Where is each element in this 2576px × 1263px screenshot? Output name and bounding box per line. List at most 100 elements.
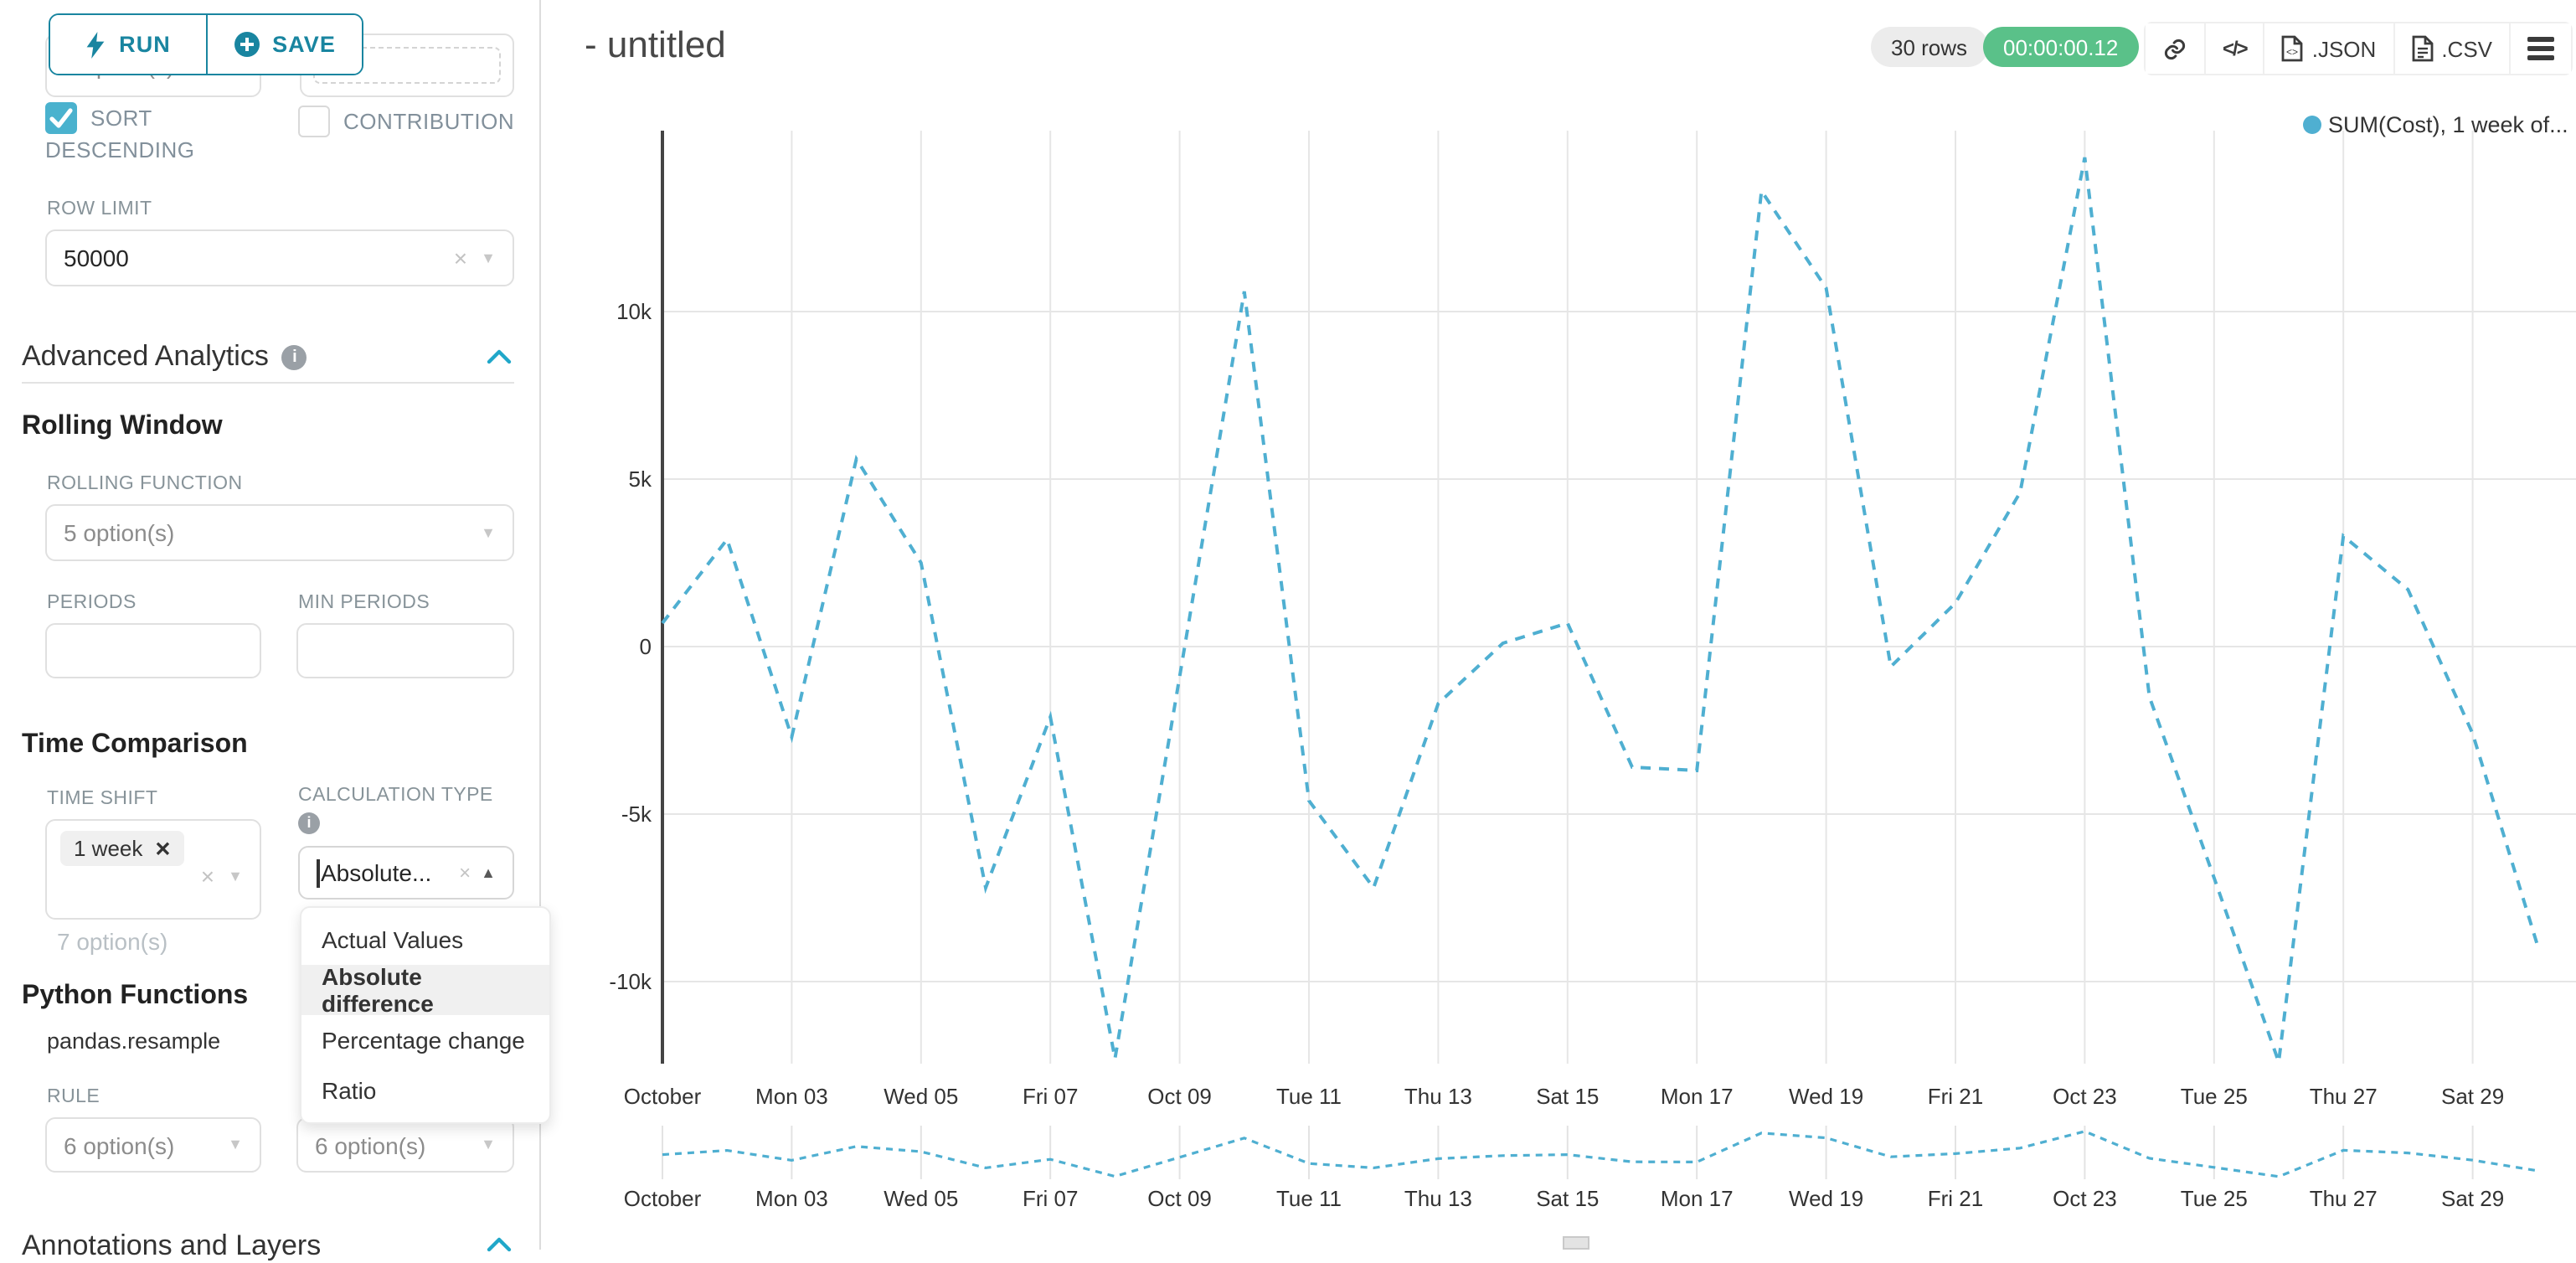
advanced-analytics-header[interactable]: Advanced Analytics i [22, 340, 307, 374]
hamburger-menu-icon [2527, 37, 2554, 60]
csv-label: .CSV [2441, 36, 2492, 61]
export-json-button[interactable]: <> .JSON [2264, 23, 2395, 74]
mini-x-axis-label: Fri 21 [1928, 1186, 1983, 1211]
rolling-window-title: Rolling Window [22, 412, 223, 441]
main-line-chart[interactable]: 10k 5k 0 -5k -10k October Mon 03 Wed 05 Fri 07 Oc… [603, 117, 2576, 1122]
chevron-down-icon[interactable]: ▼ [228, 867, 243, 884]
calculation-type-select[interactable]: Absolute... × ▲ [298, 846, 514, 900]
clear-icon[interactable]: × [200, 863, 215, 889]
periods-input[interactable] [45, 623, 261, 678]
code-icon: </> [2223, 37, 2249, 60]
clear-icon[interactable]: × [453, 245, 468, 271]
resample-method-select[interactable]: 6 option(s) ▼ [296, 1117, 514, 1173]
scroll-handle[interactable] [1563, 1236, 1589, 1250]
mini-x-axis-label: Fri 07 [1023, 1186, 1078, 1211]
rolling-function-value: 5 option(s) [64, 519, 175, 546]
mini-x-axis-label: Wed 19 [1789, 1186, 1863, 1211]
mini-x-axis-label: Tue 25 [2181, 1186, 2248, 1211]
dropdown-option-actual-values[interactable]: Actual Values [322, 926, 464, 953]
chevron-up-icon[interactable]: ▲ [481, 863, 496, 880]
time-shift-select[interactable]: 1 week ✕ × ▼ [45, 819, 261, 920]
mini-x-axis-label: October [624, 1186, 702, 1211]
calculation-type-label: CALCULATION TYPE [298, 786, 493, 806]
annotations-header[interactable]: Annotations and Layers [22, 1229, 321, 1263]
chevron-down-icon[interactable]: ▼ [481, 1136, 496, 1152]
time-shift-tag-label: 1 week [74, 836, 143, 861]
x-axis-label: October [624, 1084, 702, 1109]
chevron-up-icon[interactable] [486, 1236, 513, 1253]
mini-x-axis-label: Thu 27 [2310, 1186, 2378, 1211]
run-button[interactable]: RUN [50, 15, 206, 74]
time-comparison-title: Time Comparison [22, 730, 248, 759]
mini-x-axis-label: Mon 03 [755, 1186, 828, 1211]
mini-x-axis-label: Mon 17 [1661, 1186, 1734, 1211]
sort-descending-control[interactable]: SORT DESCENDING [45, 102, 280, 166]
pandas-resample-label: pandas.resample [47, 1028, 221, 1054]
chevron-down-icon[interactable]: ▼ [228, 1136, 243, 1152]
x-axis-label: Fri 21 [1928, 1084, 1983, 1109]
x-axis-label: Fri 07 [1023, 1084, 1078, 1109]
row-limit-select[interactable]: 50000 × ▼ [45, 229, 514, 286]
section-divider [22, 382, 514, 384]
y-axis-label: -10k [609, 969, 652, 994]
dropdown-option-percentage-change[interactable]: Percentage change [322, 1027, 525, 1054]
sort-descending-label: SORT DESCENDING [45, 106, 195, 162]
y-axis-label: 5k [629, 467, 652, 492]
clear-icon[interactable]: × [459, 861, 471, 884]
legend-label: SUM(Cost), 1 week of... [2328, 112, 2568, 137]
rule-select[interactable]: 6 option(s) ▼ [45, 1117, 261, 1173]
chevron-down-icon[interactable]: ▼ [481, 523, 496, 540]
range-selector-mini-chart[interactable]: October Mon 03 Wed 05 Fri 07 Oct 09 Tue 11 Thu… [603, 1112, 2576, 1229]
time-shift-options-note: 7 option(s) [57, 928, 168, 955]
sort-descending-checkbox[interactable] [45, 102, 77, 134]
x-axis-label: Wed 19 [1789, 1084, 1863, 1109]
csv-file-icon [2411, 35, 2433, 62]
mini-x-axis-label: Sat 29 [2441, 1186, 2504, 1211]
embed-code-button[interactable]: </> [2206, 23, 2265, 74]
rolling-function-select[interactable]: 5 option(s) ▼ [45, 504, 514, 561]
mini-x-axis-label: Wed 05 [884, 1186, 958, 1211]
x-axis-label: Mon 17 [1661, 1084, 1734, 1109]
chart-actions-group: </> <> .JSON .CSV [2144, 22, 2573, 75]
save-button[interactable]: SAVE [206, 15, 362, 74]
chevron-up-icon[interactable] [486, 348, 513, 365]
time-shift-tag[interactable]: 1 week ✕ [60, 831, 185, 866]
dropdown-option-absolute-difference[interactable]: Absolute difference [301, 963, 549, 1017]
contribution-control[interactable]: CONTRIBUTION [298, 106, 533, 137]
x-axis-label: Tue 11 [1276, 1084, 1342, 1109]
y-axis-label: 10k [616, 299, 652, 324]
python-functions-title: Python Functions [22, 982, 249, 1010]
calculation-type-dropdown: Actual Values Absolute difference Percen… [300, 906, 551, 1124]
export-csv-button[interactable]: .CSV [2394, 23, 2511, 74]
mini-x-axis-label: Thu 13 [1404, 1186, 1472, 1211]
x-axis-label: Oct 23 [2053, 1084, 2117, 1109]
save-button-label: SAVE [272, 32, 336, 57]
check-icon [49, 108, 73, 128]
row-limit-value: 50000 [64, 245, 129, 271]
dropdown-option-ratio[interactable]: Ratio [322, 1077, 377, 1104]
lightning-bolt-icon [86, 31, 105, 58]
run-button-label: RUN [119, 32, 171, 57]
x-axis-label: Tue 25 [2181, 1084, 2248, 1109]
contribution-checkbox[interactable] [298, 106, 330, 137]
info-icon: i [298, 812, 320, 834]
json-file-icon: <> [2282, 35, 2304, 62]
mini-x-axis-label: Oct 23 [2053, 1186, 2117, 1211]
chart-legend[interactable]: SUM(Cost), 1 week of... [2303, 112, 2568, 137]
link-icon [2164, 38, 2186, 59]
mini-series-line [662, 1130, 2538, 1178]
min-periods-input[interactable] [296, 623, 514, 678]
remove-tag-icon[interactable]: ✕ [154, 837, 172, 860]
contribution-label: CONTRIBUTION [343, 109, 515, 134]
page-title: - untitled [585, 23, 726, 65]
chevron-down-icon[interactable]: ▼ [481, 249, 496, 265]
periods-label: PERIODS [47, 593, 137, 613]
copy-link-button[interactable] [2146, 23, 2206, 74]
more-menu-button[interactable] [2511, 23, 2571, 74]
svg-text:<>: <> [2287, 46, 2299, 58]
advanced-analytics-title: Advanced Analytics [22, 340, 269, 372]
timer-badge: 00:00:00.12 [1983, 27, 2139, 67]
x-axis-label: Mon 03 [755, 1084, 828, 1109]
plus-circle-icon [234, 32, 260, 57]
rule-value: 6 option(s) [64, 1132, 175, 1158]
